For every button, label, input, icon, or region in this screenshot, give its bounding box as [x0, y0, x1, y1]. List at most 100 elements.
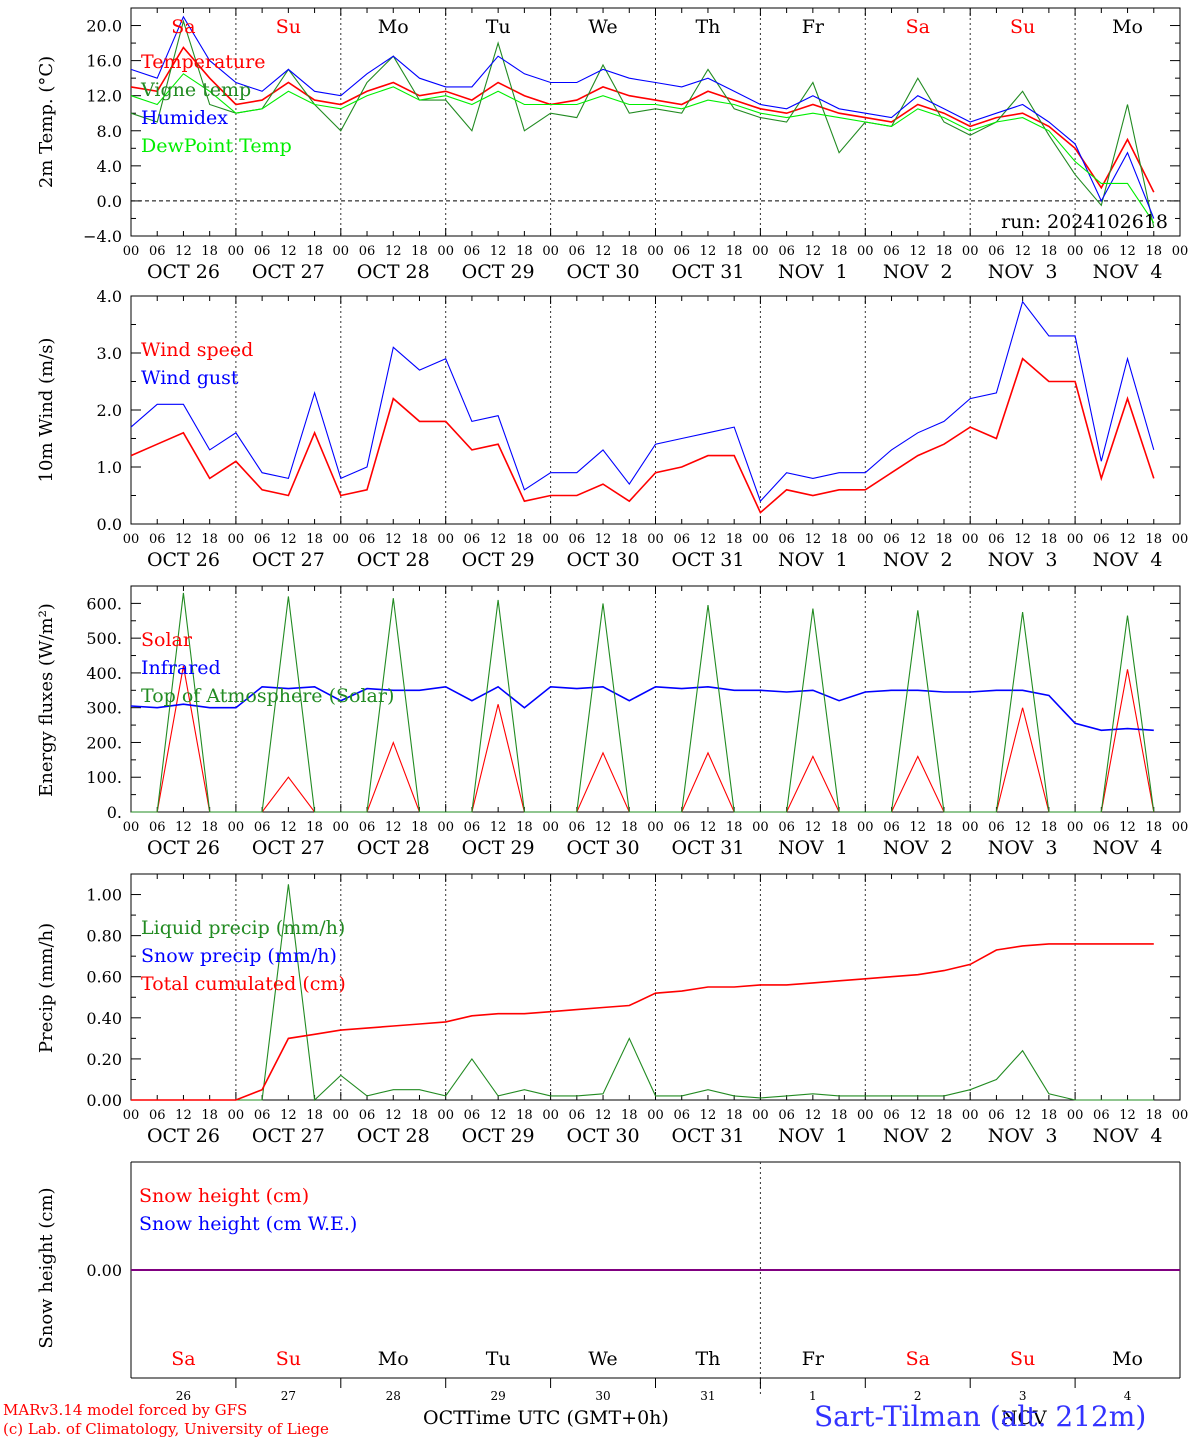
date-label: NOV 2 — [883, 261, 953, 283]
date-label: OCT 26 — [147, 261, 220, 283]
hour-tick-label: 18 — [621, 1108, 638, 1123]
weekday-label-bottom: Su — [1010, 1348, 1035, 1370]
hour-tick-label: 00 — [1067, 820, 1084, 835]
hour-tick-label: 00 — [333, 1108, 350, 1123]
hour-tick-label: 18 — [936, 1108, 953, 1123]
y-tick-label: 100. — [86, 768, 122, 787]
hour-tick-label: 18 — [1146, 532, 1163, 547]
hour-tick-label: 18 — [411, 532, 428, 547]
hour-tick-label: 12 — [1014, 532, 1031, 547]
y-tick-label: 4.0 — [97, 287, 122, 306]
hour-tick-label: 06 — [778, 1108, 795, 1123]
hour-tick-label: 00 — [333, 820, 350, 835]
hour-tick-label: 06 — [149, 532, 166, 547]
hour-tick-label: 12 — [909, 1108, 926, 1123]
hour-tick-label: 06 — [254, 532, 271, 547]
series-line-liquid-precip-mm-h- — [131, 884, 1154, 1102]
hour-tick-label: 12 — [909, 820, 926, 835]
hour-tick-label: 12 — [385, 820, 402, 835]
hour-tick-label: 06 — [883, 1108, 900, 1123]
weekday-label-bottom: Th — [695, 1348, 720, 1370]
hour-tick-label: 00 — [857, 244, 874, 259]
date-label: OCT 27 — [252, 1125, 325, 1147]
date-label: NOV 1 — [778, 261, 848, 283]
month-label-nov: NOV — [1001, 1407, 1047, 1429]
hour-tick-label: 12 — [280, 1108, 297, 1123]
weekday-label-bottom: Sa — [171, 1348, 195, 1370]
hour-tick-label: 18 — [516, 820, 533, 835]
hour-tick-label: 06 — [359, 532, 376, 547]
hour-tick-label: 12 — [175, 532, 192, 547]
hour-tick-label: 06 — [988, 532, 1005, 547]
series-line-humidex — [130, 15, 1155, 219]
hour-tick-label: 18 — [726, 244, 743, 259]
y-axis-label: Energy fluxes (W/m²) — [36, 603, 57, 797]
y-tick-label: 200. — [86, 733, 122, 752]
hour-tick-label: 18 — [621, 820, 638, 835]
weekday-label-top: Fr — [802, 16, 825, 38]
station-title: Sart-Tilman (alt. 212m) — [814, 1400, 1147, 1433]
hour-tick-label: 06 — [673, 1108, 690, 1123]
date-label: NOV 3 — [988, 261, 1058, 283]
legend-entry: Snow height (cm W.E.) — [139, 1213, 357, 1235]
y-tick-label: 0.80 — [86, 927, 122, 946]
date-label: OCT 30 — [567, 1125, 640, 1147]
hour-tick-label: 06 — [1093, 1108, 1110, 1123]
day-number-label: 2 — [914, 1389, 922, 1403]
hour-tick-label: 00 — [228, 820, 245, 835]
date-label: NOV 1 — [778, 837, 848, 859]
hour-tick-label: 06 — [778, 820, 795, 835]
hour-tick-label: 00 — [123, 244, 140, 259]
date-label: OCT 30 — [567, 837, 640, 859]
y-tick-label: 0.60 — [86, 968, 122, 987]
date-label: NOV 1 — [778, 549, 848, 571]
y-tick-label: 400. — [86, 664, 122, 683]
date-label: OCT 26 — [147, 837, 220, 859]
hour-tick-label: 06 — [149, 244, 166, 259]
panel-4: 00 06 12 18 00 06 12 18 00 06 12 18 00 06 12 18 00 06 12 18… — [36, 873, 1188, 1147]
weekday-label-top: Sa — [906, 16, 930, 38]
hour-tick-label: 06 — [149, 1108, 166, 1123]
hour-tick-label: 12 — [490, 244, 507, 259]
hour-tick-label: 06 — [359, 1108, 376, 1123]
hour-tick-label: 18 — [621, 244, 638, 259]
date-label: NOV 4 — [1093, 549, 1163, 571]
hour-tick-label: 12 — [175, 1108, 192, 1123]
hour-tick-label: 00 — [437, 532, 454, 547]
day-number-label: 28 — [386, 1389, 401, 1403]
date-label: OCT 31 — [671, 837, 744, 859]
hour-tick-label: 18 — [831, 1108, 848, 1123]
y-tick-label: 0.40 — [86, 1009, 122, 1028]
y-axis-label: 10m Wind (m/s) — [36, 338, 57, 483]
y-tick-label: 0.0 — [97, 515, 122, 534]
hour-tick-label: 06 — [254, 1108, 271, 1123]
y-tick-label: 1.0 — [97, 458, 122, 477]
weekday-label-bottom: Tu — [486, 1348, 511, 1370]
date-label: NOV 4 — [1093, 261, 1163, 283]
hour-tick-label: 00 — [647, 532, 664, 547]
y-tick-label: 0.0 — [97, 192, 122, 211]
date-label: OCT 28 — [357, 261, 430, 283]
legend-entry: Snow height (cm) — [139, 1185, 309, 1207]
date-label: OCT 31 — [671, 261, 744, 283]
series-line-infrared — [130, 685, 1154, 732]
hour-tick-label: 18 — [201, 244, 218, 259]
hour-tick-label: 06 — [988, 244, 1005, 259]
y-tick-label: 3.0 — [97, 344, 122, 363]
hour-tick-label: 18 — [1041, 1108, 1058, 1123]
hour-tick-label: 18 — [1041, 532, 1058, 547]
hour-tick-label: 00 — [647, 244, 664, 259]
date-label: OCT 31 — [671, 1125, 744, 1147]
panel-frame — [130, 295, 1181, 525]
month-label-oct: OCT — [423, 1407, 466, 1429]
hour-tick-label: 12 — [175, 820, 192, 835]
hour-tick-label: 06 — [778, 532, 795, 547]
day-number-label: 27 — [281, 1389, 296, 1403]
y-tick-label: 0. — [107, 803, 122, 822]
series-line-dewpoint-temp — [130, 73, 1155, 224]
series-line-vigne-temp — [130, 19, 1155, 228]
date-label: OCT 28 — [357, 1125, 430, 1147]
y-tick-label: 2.0 — [97, 401, 122, 420]
hour-tick-label: 12 — [700, 820, 717, 835]
